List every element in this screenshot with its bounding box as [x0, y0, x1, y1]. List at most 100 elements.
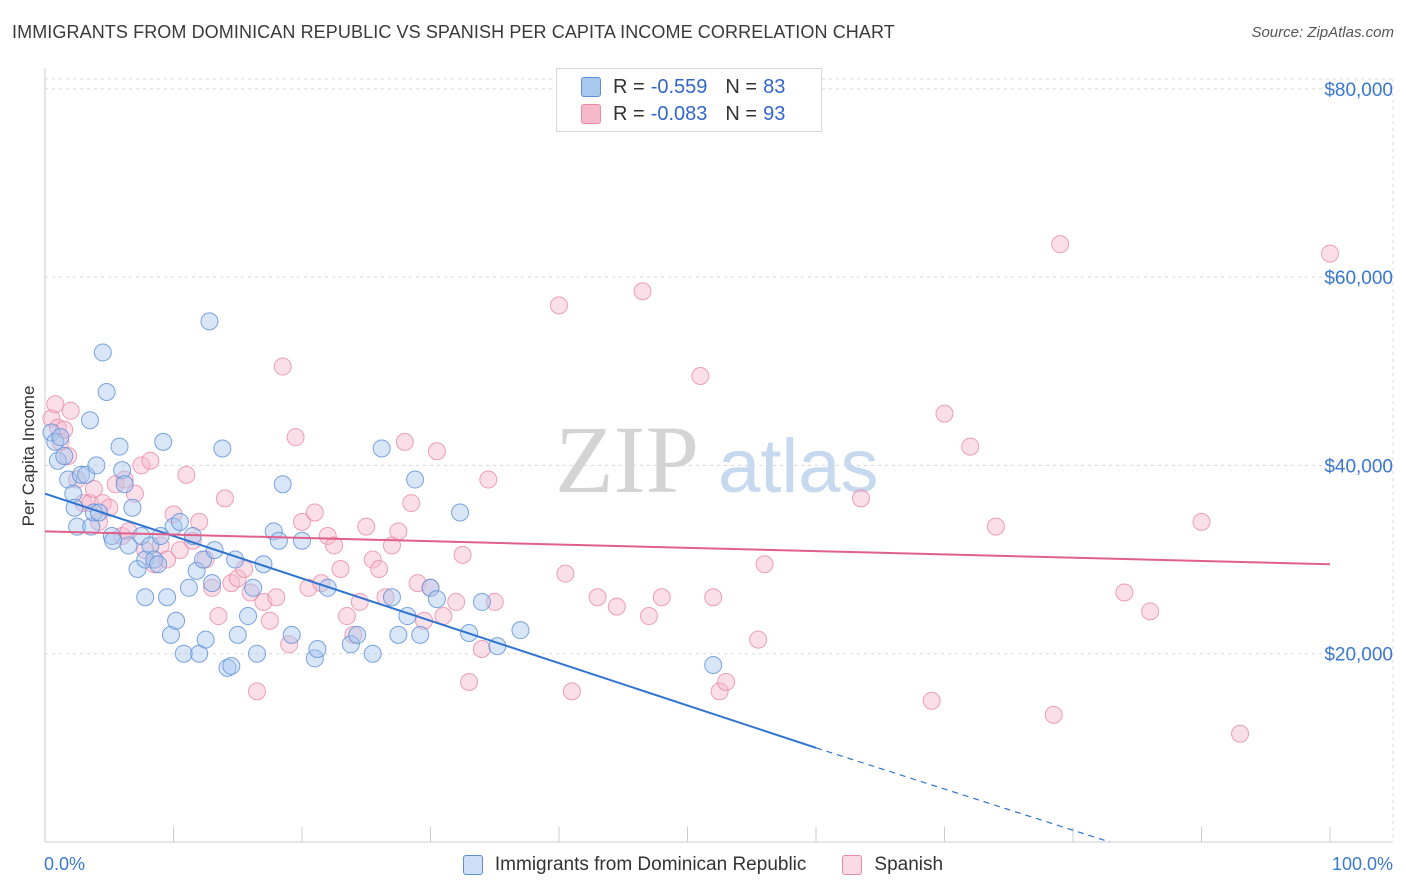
spanish-point [1044, 705, 1063, 724]
spanish-point [370, 559, 389, 578]
spanish-point [704, 588, 723, 607]
spanish-point [59, 447, 78, 465]
spanish-point [312, 574, 331, 593]
dominican-point [363, 644, 382, 663]
dominican-point [421, 578, 440, 597]
watermark: ZIP atlas [555, 406, 879, 513]
dominican-point [411, 625, 430, 644]
spanish-point [1321, 244, 1339, 263]
spanish-point [633, 282, 652, 301]
watermark-zip: ZIP [555, 406, 699, 513]
series-legend-dominican[interactable]: Immigrants from Dominican Republic [462, 854, 807, 876]
spanish-point [170, 541, 189, 560]
legend-swatch-blue [581, 77, 601, 97]
dominican-point [472, 592, 491, 611]
dominican-point [269, 531, 288, 550]
spanish-point [113, 527, 132, 546]
watermark-atlas: atlas [718, 424, 879, 509]
spanish-point [125, 484, 144, 503]
legend-n-value: 93 [763, 102, 786, 125]
legend-r-label: R = [613, 75, 645, 98]
dominican-point [141, 536, 160, 555]
spanish-point [453, 545, 472, 564]
spanish-point [935, 404, 954, 423]
dominican-point [151, 527, 170, 546]
spanish-point [84, 479, 103, 498]
dominican-point [110, 437, 129, 456]
dominican-point [427, 590, 446, 609]
dominican-point [170, 512, 189, 531]
series-legend: Immigrants from Dominican Republic Spani… [0, 852, 1406, 878]
dominican-point [239, 607, 258, 626]
dominican-point [348, 625, 367, 644]
spanish-point [318, 527, 337, 546]
legend-r-label: R = [613, 102, 645, 125]
dominican-point [149, 555, 168, 574]
spanish-point [267, 588, 286, 607]
x-min-label: 0.0% [44, 854, 85, 874]
spanish-point [228, 569, 247, 588]
spanish-point [337, 607, 356, 626]
dominican-point [161, 625, 180, 644]
spanish-point [562, 682, 581, 701]
dominican-point [203, 574, 222, 593]
dominican-point [77, 465, 96, 484]
dominican-point [704, 656, 723, 675]
spanish-point [61, 401, 80, 420]
spanish-point [93, 494, 112, 513]
series-legend-label: Spanish [874, 854, 944, 875]
dominican-point [254, 555, 273, 574]
spanish-point [851, 489, 870, 508]
spanish-point [1115, 583, 1134, 602]
trend-lines [44, 492, 1331, 843]
dominican-point [511, 621, 530, 640]
spanish-point [164, 505, 183, 524]
spanish-point [158, 550, 177, 569]
spanish-point [460, 672, 479, 691]
dominican-point [93, 343, 112, 362]
dominican-point [55, 447, 74, 465]
legend-swatch-pink [581, 104, 601, 124]
spanish-point [46, 395, 65, 414]
spanish-points [42, 235, 1339, 743]
source-label: Source: ZipAtlas.com [1251, 24, 1394, 41]
dominican-point [273, 475, 292, 494]
series-legend-label: Immigrants from Dominican Republic [494, 854, 807, 875]
spanish-point [639, 607, 658, 626]
spanish-point [986, 517, 1005, 536]
dominican-point [244, 578, 263, 597]
spanish-point [363, 550, 382, 569]
spanish-point [331, 559, 350, 578]
dominican-point [104, 531, 123, 550]
dominican-point [196, 630, 215, 649]
axes [44, 68, 1393, 843]
legend-row-dominican: R = -0.559 N = 83 [581, 75, 803, 99]
spanish-point [273, 357, 292, 376]
dominican-point [68, 517, 87, 536]
spanish-point [183, 531, 202, 550]
dominican-point [341, 635, 360, 654]
dominican-point [264, 522, 283, 541]
series-legend-spanish[interactable]: Spanish [842, 854, 943, 876]
x-max-label: 100.0% [1332, 854, 1393, 874]
dominican-point [372, 439, 391, 458]
dominican-point [123, 498, 142, 517]
spanish-point [215, 489, 234, 508]
dominican-point [136, 588, 155, 607]
spanish-point [141, 451, 160, 470]
legend-n-label: N = [725, 102, 758, 125]
spanish-point [922, 691, 941, 710]
dominican-point [200, 312, 219, 331]
chart-title: IMMIGRANTS FROM DOMINICAN REPUBLIC VS SP… [12, 22, 895, 42]
dominican-point [308, 640, 327, 658]
spanish-point [305, 503, 324, 522]
dominican-point [406, 470, 425, 489]
spanish-point [427, 442, 446, 461]
spanish-point [550, 296, 568, 315]
spanish-point [749, 630, 768, 649]
dominican-point [97, 382, 116, 401]
spanish-point [260, 611, 279, 630]
spanish-point [293, 512, 311, 531]
legend-swatch-pink [842, 855, 863, 875]
dominican-point [82, 517, 101, 536]
